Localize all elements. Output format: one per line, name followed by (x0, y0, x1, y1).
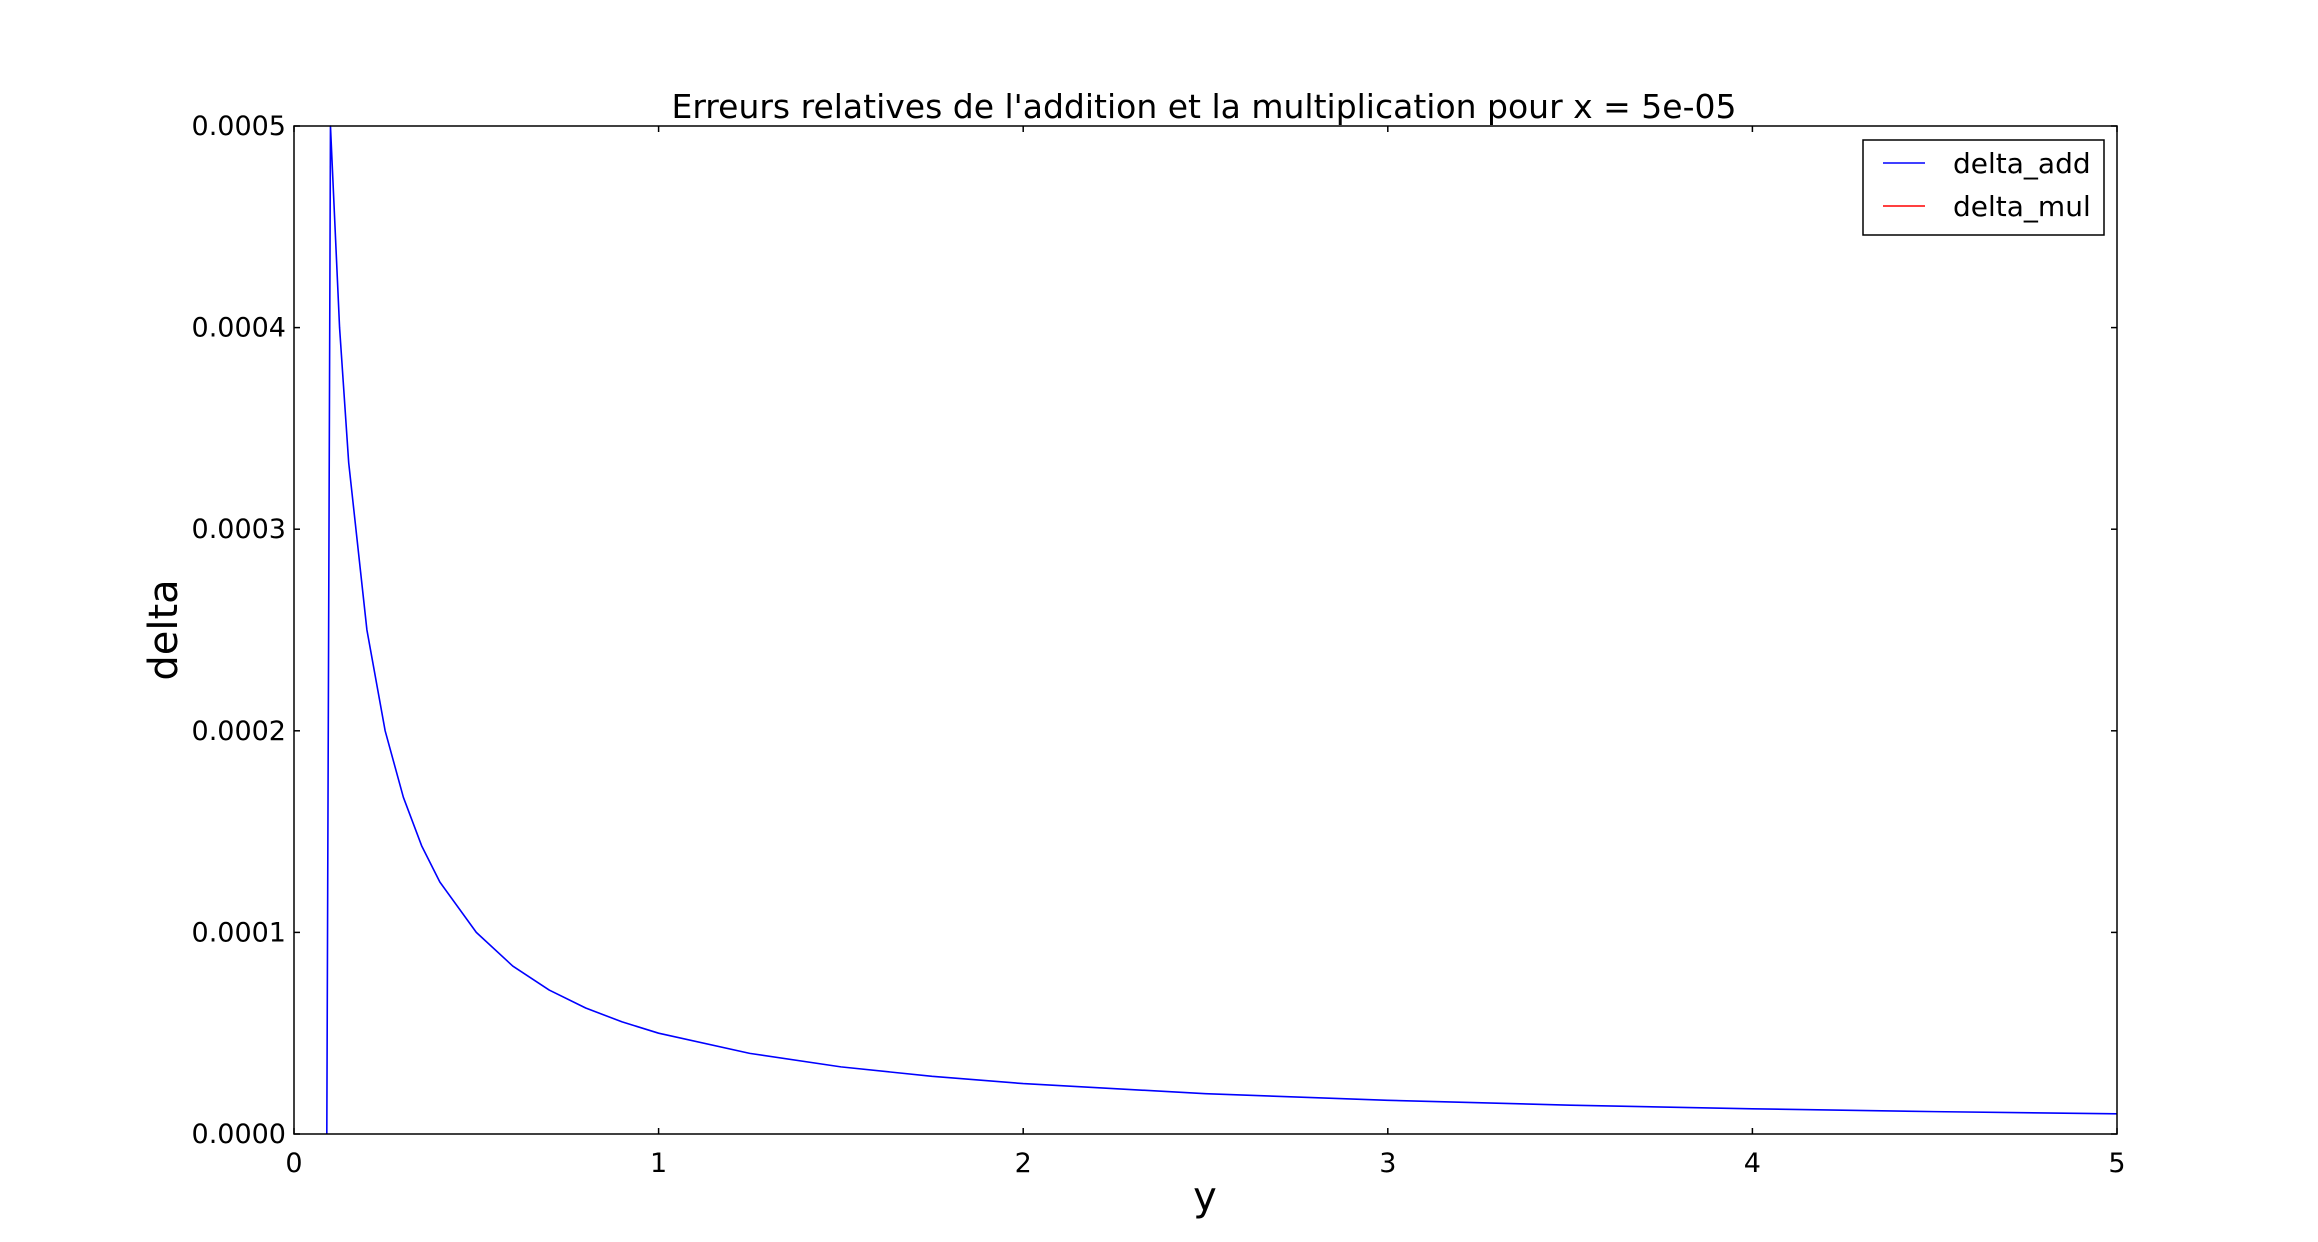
x-tick-label: 3 (1379, 1148, 1396, 1179)
plot-frame (293, 125, 2118, 1135)
x-tick-label: 5 (2108, 1148, 2125, 1179)
y-tick-label: 0.0000 (192, 1119, 286, 1150)
series-layer (326, 125, 2118, 1135)
x-tick-label: 0 (285, 1148, 302, 1179)
tick-layer: 0 1 2 3 4 5 0.0000 0.0001 0.0002 0.0003 0.0004 0.00… (192, 111, 2126, 1179)
chart-title: Erreurs relatives de l'addition et la mu… (671, 87, 1736, 126)
y-tick-label: 0.0002 (192, 716, 286, 747)
legend-label-delta_add: delta_add (1953, 147, 2091, 180)
legend-frame (1862, 139, 2105, 236)
x-tick-label: 1 (650, 1148, 667, 1179)
legend-label-delta_mul: delta_mul (1953, 190, 2091, 223)
x-axis-label: y (1193, 1174, 1217, 1220)
plot-area: 0 1 2 3 4 5 0.0000 0.0001 0.0002 0.0003 0.0004 0.00… (192, 111, 2126, 1179)
legend: delta_add delta_mul (1862, 139, 2105, 236)
x-tick-label: 4 (1744, 1148, 1761, 1179)
y-tick-label: 0.0004 (192, 313, 286, 344)
y-axis-label: delta (141, 579, 187, 680)
y-tick-label: 0.0001 (192, 917, 286, 948)
x-tick-label: 2 (1015, 1148, 1032, 1179)
series-line-delta_add (326, 125, 2118, 1135)
y-tick-label: 0.0005 (192, 111, 286, 142)
y-tick-label: 0.0003 (192, 514, 286, 545)
